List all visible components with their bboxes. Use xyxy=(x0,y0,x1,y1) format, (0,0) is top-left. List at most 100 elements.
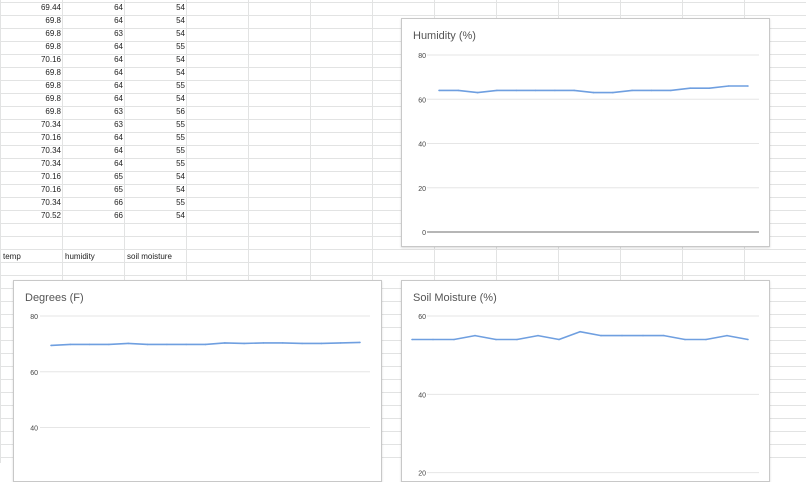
temp-cell[interactable]: 70.52 xyxy=(40,211,61,220)
humidity-cell[interactable]: 64 xyxy=(114,146,123,155)
humidity-cell[interactable]: 64 xyxy=(114,55,123,64)
data-point xyxy=(432,338,434,341)
soil-moisture-cell[interactable]: 54 xyxy=(176,172,185,181)
data-point xyxy=(554,89,556,92)
header-humidity[interactable]: humidity xyxy=(65,252,95,261)
humidity-cell[interactable]: 66 xyxy=(114,211,123,220)
soil-moisture-cell[interactable]: 54 xyxy=(176,16,185,25)
data-point xyxy=(438,89,440,92)
y-tick-label: 80 xyxy=(418,53,426,60)
temp-cell[interactable]: 70.34 xyxy=(40,146,61,155)
data-point xyxy=(185,343,187,346)
series-line xyxy=(439,85,748,94)
y-tick-label: 60 xyxy=(418,97,426,104)
soil-moisture-cell[interactable]: 55 xyxy=(176,81,185,90)
soil-moisture-cell[interactable]: 54 xyxy=(176,94,185,103)
temp-cell[interactable]: 69.8 xyxy=(45,29,61,38)
temp-cell[interactable]: 70.34 xyxy=(40,198,61,207)
soil-moisture-cell[interactable]: 54 xyxy=(176,29,185,38)
data-point xyxy=(453,338,455,341)
data-point xyxy=(684,338,686,341)
humidity-cell[interactable]: 64 xyxy=(114,81,123,90)
temp-cell[interactable]: 69.44 xyxy=(40,3,61,12)
data-point xyxy=(166,343,168,346)
soil-moisture-cell[interactable]: 55 xyxy=(176,133,185,142)
data-point xyxy=(631,89,633,92)
temp-cell[interactable]: 69.8 xyxy=(45,94,61,103)
temp-cell[interactable]: 70.16 xyxy=(40,172,61,181)
temp-cell[interactable]: 69.8 xyxy=(45,81,61,90)
data-point xyxy=(534,89,537,92)
data-point xyxy=(537,334,539,337)
y-tick-label: 60 xyxy=(418,314,426,321)
soil-moisture-chart[interactable]: Soil Moisture (%) 20 40 60 xyxy=(401,280,770,482)
humidity-chart-plot: 0 20 40 60 80 xyxy=(418,53,759,237)
soil-moisture-chart-plot: 20 40 60 xyxy=(411,314,759,478)
header-temp[interactable]: temp xyxy=(3,252,21,261)
soil-moisture-cell[interactable]: 54 xyxy=(176,3,185,12)
soil-moisture-cell[interactable]: 54 xyxy=(176,185,185,194)
header-soil-moisture[interactable]: soil moisture xyxy=(127,252,172,261)
data-point xyxy=(411,338,413,341)
humidity-cell[interactable]: 64 xyxy=(114,68,123,77)
data-point xyxy=(476,91,479,94)
humidity-cell[interactable]: 64 xyxy=(114,159,123,168)
humidity-cell[interactable]: 63 xyxy=(114,29,123,38)
data-point xyxy=(558,338,560,341)
humidity-cell[interactable]: 64 xyxy=(114,16,123,25)
degrees-chart-title: Degrees (F) xyxy=(25,292,84,304)
humidity-cell[interactable]: 65 xyxy=(114,185,123,194)
humidity-cell[interactable]: 66 xyxy=(114,198,123,207)
soil-moisture-cell[interactable]: 56 xyxy=(176,107,185,116)
humidity-cell[interactable]: 64 xyxy=(114,3,123,12)
humidity-cell[interactable]: 65 xyxy=(114,172,123,181)
data-point xyxy=(457,89,460,92)
data-point xyxy=(592,91,595,94)
humidity-cell[interactable]: 64 xyxy=(114,42,123,51)
temp-cell[interactable]: 69.8 xyxy=(45,68,61,77)
data-point xyxy=(496,89,498,92)
temp-cell[interactable]: 70.16 xyxy=(40,133,61,142)
soil-moisture-cell[interactable]: 54 xyxy=(176,211,185,220)
data-point xyxy=(573,89,575,92)
data-point xyxy=(146,343,149,346)
soil-moisture-cell[interactable]: 55 xyxy=(176,198,185,207)
humidity-cell[interactable]: 64 xyxy=(114,133,123,142)
data-point xyxy=(339,342,342,344)
series-line xyxy=(412,330,749,341)
temp-cell[interactable]: 70.16 xyxy=(40,55,61,64)
temp-cell[interactable]: 70.34 xyxy=(40,120,61,129)
humidity-chart[interactable]: Humidity (%) 0 20 40 60 80 xyxy=(401,18,770,247)
data-point xyxy=(127,342,130,345)
data-point xyxy=(663,334,665,337)
temp-cell[interactable]: 69.8 xyxy=(45,16,61,25)
humidity-cell[interactable]: 63 xyxy=(114,120,123,129)
soil-moisture-cell[interactable]: 54 xyxy=(176,68,185,77)
data-point xyxy=(642,334,644,337)
y-tick-label: 80 xyxy=(30,314,38,321)
data-point xyxy=(224,342,226,344)
data-point xyxy=(474,334,476,337)
y-tick-label: 20 xyxy=(418,186,426,193)
data-point xyxy=(621,334,623,337)
data-point xyxy=(515,89,518,92)
y-tick-label: 40 xyxy=(418,142,426,149)
soil-moisture-cell[interactable]: 55 xyxy=(176,120,185,129)
temp-cell[interactable]: 70.34 xyxy=(40,159,61,168)
soil-moisture-chart-title: Soil Moisture (%) xyxy=(413,292,497,304)
data-point xyxy=(243,342,245,345)
humidity-cell[interactable]: 63 xyxy=(114,107,123,116)
data-point xyxy=(320,342,323,345)
temp-cell[interactable]: 69.8 xyxy=(45,107,61,116)
soil-moisture-cell[interactable]: 55 xyxy=(176,146,185,155)
data-point xyxy=(50,344,52,347)
soil-moisture-cell[interactable]: 54 xyxy=(176,55,185,64)
humidity-cell[interactable]: 64 xyxy=(114,94,123,103)
data-point xyxy=(689,87,691,89)
temp-cell[interactable]: 69.8 xyxy=(45,42,61,51)
temp-cell[interactable]: 70.16 xyxy=(40,185,61,194)
soil-moisture-cell[interactable]: 55 xyxy=(176,42,185,51)
soil-moisture-cell[interactable]: 55 xyxy=(176,159,185,168)
